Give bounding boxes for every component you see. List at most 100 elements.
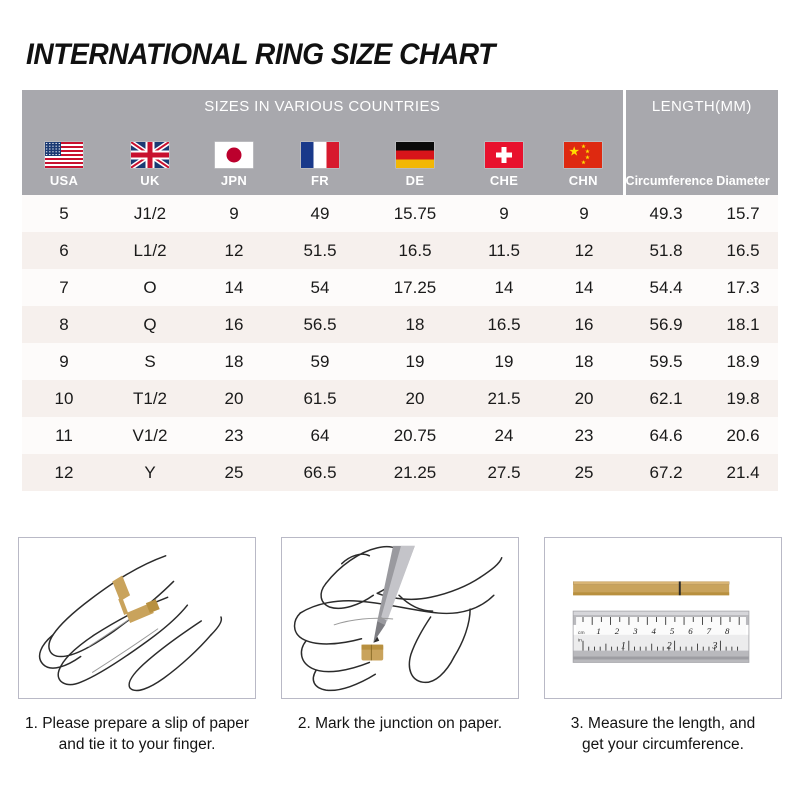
cell-diameter: 21.4 <box>708 454 779 491</box>
cell-diameter: 18.9 <box>708 343 779 380</box>
cell-de: 21.25 <box>366 454 464 491</box>
cell-de: 17.25 <box>366 269 464 306</box>
hand-with-paper-strip-illustration <box>18 537 256 699</box>
cell-circumference: 64.6 <box>624 417 709 454</box>
column-header-label-chn: CHN <box>568 173 598 188</box>
cell-circumference: 49.3 <box>624 195 709 232</box>
instruction-step-2: 2. Mark the junction on paper. <box>281 537 519 755</box>
cell-uk: S <box>106 343 194 380</box>
cell-jpn: 23 <box>194 417 274 454</box>
instruction-caption-3-line2: get your circumference. <box>582 736 744 753</box>
svg-text:cm: cm <box>578 631 585 636</box>
instruction-panels: 1. Please prepare a slip of paper and ti… <box>18 537 782 755</box>
cell-fr: 56.5 <box>274 306 366 343</box>
column-header-label-circumference: Circumference <box>625 174 714 188</box>
cell-fr: 66.5 <box>274 454 366 491</box>
table-row: 7 O 14 54 17.25 14 14 54.4 17.3 <box>22 269 779 306</box>
instruction-caption-1-line1: 1. Please prepare a slip of paper <box>24 715 250 732</box>
cell-uk: V1/2 <box>106 417 194 454</box>
column-header-che: CHE <box>464 123 544 195</box>
cell-usa: 7 <box>22 269 106 306</box>
cell-jpn: 12 <box>194 232 274 269</box>
ruler-inch-label: 2 <box>667 641 672 652</box>
column-header-chn: ★ ★ ★ ★ ★ CHN <box>544 123 626 195</box>
cell-jpn: 16 <box>194 306 274 343</box>
cell-diameter: 19.8 <box>708 380 779 417</box>
cell-de: 20.75 <box>366 417 464 454</box>
table-body: 5 J1/2 9 49 15.75 9 9 49.3 15.7 6 L1/2 12 51.5 16.5 11… <box>22 195 779 491</box>
cell-jpn: 9 <box>194 195 274 232</box>
cell-che: 21.5 <box>464 380 544 417</box>
column-header-usa: USA <box>22 123 106 195</box>
table-row: 12 Y 25 66.5 21.25 27.5 25 67.2 21.4 <box>22 454 779 491</box>
flag-japan-icon <box>215 142 253 168</box>
group-header-length: LENGTH(MM) <box>624 90 779 123</box>
column-header-label-jpn: JPN <box>220 173 248 188</box>
instruction-caption-3: 3. Measure the length, and get your circ… <box>544 713 782 755</box>
cell-fr: 61.5 <box>274 380 366 417</box>
cell-uk: L1/2 <box>106 232 194 269</box>
table-row: 5 J1/2 9 49 15.75 9 9 49.3 15.7 <box>22 195 779 232</box>
table-row: 10 T1/2 20 61.5 20 21.5 20 62.1 19.8 <box>22 380 779 417</box>
cell-chn: 14 <box>544 269 625 306</box>
cell-de: 20 <box>366 380 464 417</box>
cell-che: 27.5 <box>464 454 544 491</box>
column-header-circumference: Circumference <box>624 123 714 195</box>
column-header-label-diameter: Diameter <box>716 174 770 188</box>
cell-circumference: 62.1 <box>624 380 709 417</box>
cell-che: 14 <box>464 269 544 306</box>
column-header-uk: UK <box>106 123 194 195</box>
cell-diameter: 20.6 <box>708 417 779 454</box>
cell-chn: 23 <box>544 417 625 454</box>
column-header-de: DE <box>366 123 464 195</box>
cell-diameter: 18.1 <box>708 306 779 343</box>
instruction-caption-3-line1: 3. Measure the length, and <box>570 715 756 732</box>
table-row: 9 S 18 59 19 19 18 59.5 18.9 <box>22 343 779 380</box>
cell-diameter: 16.5 <box>708 232 779 269</box>
cell-uk: O <box>106 269 194 306</box>
flag-switzerland-icon <box>485 142 523 168</box>
cell-de: 16.5 <box>366 232 464 269</box>
hand-marking-paper-with-pen-illustration <box>281 537 519 699</box>
flag-france-icon <box>301 142 339 168</box>
cell-fr: 51.5 <box>274 232 366 269</box>
column-header-label-uk: UK <box>140 173 160 188</box>
cell-uk: T1/2 <box>106 380 194 417</box>
flag-uk-icon <box>131 142 169 168</box>
column-header-label-fr: FR <box>311 173 329 188</box>
cell-circumference: 54.4 <box>624 269 709 306</box>
instruction-caption-1-line2: and tie it to your finger. <box>58 736 216 753</box>
cell-fr: 49 <box>274 195 366 232</box>
cell-che: 9 <box>464 195 544 232</box>
ruler-cm-label: 2 <box>615 626 620 636</box>
ring-size-table: SIZES IN VARIOUS COUNTRIES LENGTH(MM) US… <box>22 90 779 491</box>
ruler-cm-label: 1 <box>596 626 600 636</box>
column-header-label-che: CHE <box>489 173 519 188</box>
cell-chn: 25 <box>544 454 625 491</box>
cell-chn: 20 <box>544 380 625 417</box>
cell-jpn: 25 <box>194 454 274 491</box>
ruler-cm-label: 8 <box>725 626 730 636</box>
column-header-fr: FR <box>274 123 366 195</box>
cell-diameter: 17.3 <box>708 269 779 306</box>
group-header-countries: SIZES IN VARIOUS COUNTRIES <box>22 90 626 123</box>
cell-usa: 9 <box>22 343 106 380</box>
instruction-caption-2-line1: 2. Mark the junction on paper. <box>297 715 503 732</box>
column-header-label-usa: USA <box>49 173 79 188</box>
cell-fr: 54 <box>274 269 366 306</box>
ruler-cm-label: 3 <box>632 626 638 636</box>
cell-de: 19 <box>366 343 464 380</box>
cell-usa: 12 <box>22 454 106 491</box>
instruction-step-1: 1. Please prepare a slip of paper and ti… <box>18 537 256 755</box>
table-row: 11 V1/2 23 64 20.75 24 23 64.6 20.6 <box>22 417 779 454</box>
ruler-cm-label: 6 <box>688 626 693 636</box>
flag-china-icon: ★ ★ ★ ★ ★ <box>564 142 603 168</box>
page-title: INTERNATIONAL RING SIZE CHART <box>26 38 495 71</box>
ruler-inch-label: 3 <box>712 641 718 652</box>
cell-che: 19 <box>464 343 544 380</box>
cell-uk: J1/2 <box>106 195 194 232</box>
cell-chn: 12 <box>544 232 625 269</box>
